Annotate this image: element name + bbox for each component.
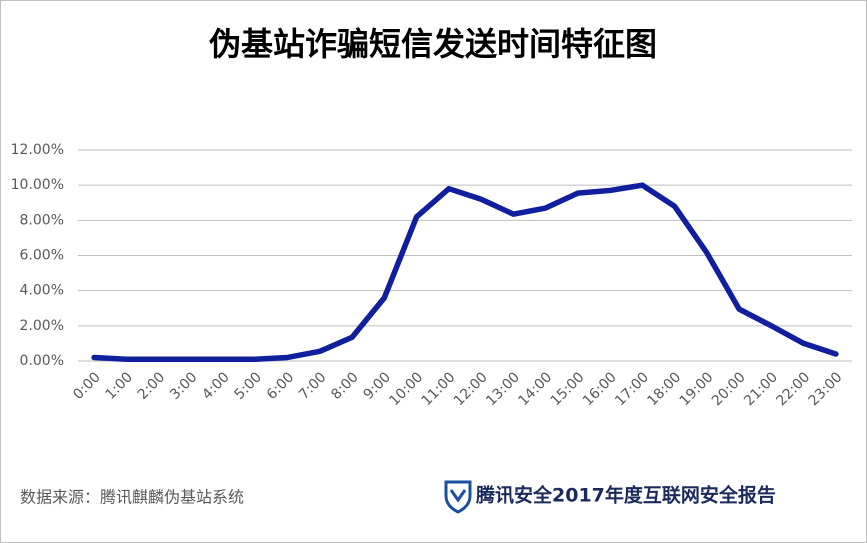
brand-text: 腾讯安全2017年度互联网安全报告 (475, 484, 776, 507)
source-note: 数据来源：腾讯麒麟伪基站系统 (20, 488, 244, 507)
brand-logo (444, 480, 472, 514)
chart-title: 伪基站诈骗短信发送时间特征图 (209, 25, 657, 63)
y-tick-label: 2.00% (20, 318, 64, 334)
y-tick-label: 6.00% (20, 248, 64, 264)
y-tick-label: 10.00% (11, 177, 64, 193)
data-line (91, 182, 839, 362)
y-tick-label: 0.00% (20, 353, 64, 369)
y-tick-label: 4.00% (20, 283, 64, 299)
y-tick-label: 8.00% (20, 212, 64, 228)
y-tick-label: 12.00% (11, 142, 64, 158)
